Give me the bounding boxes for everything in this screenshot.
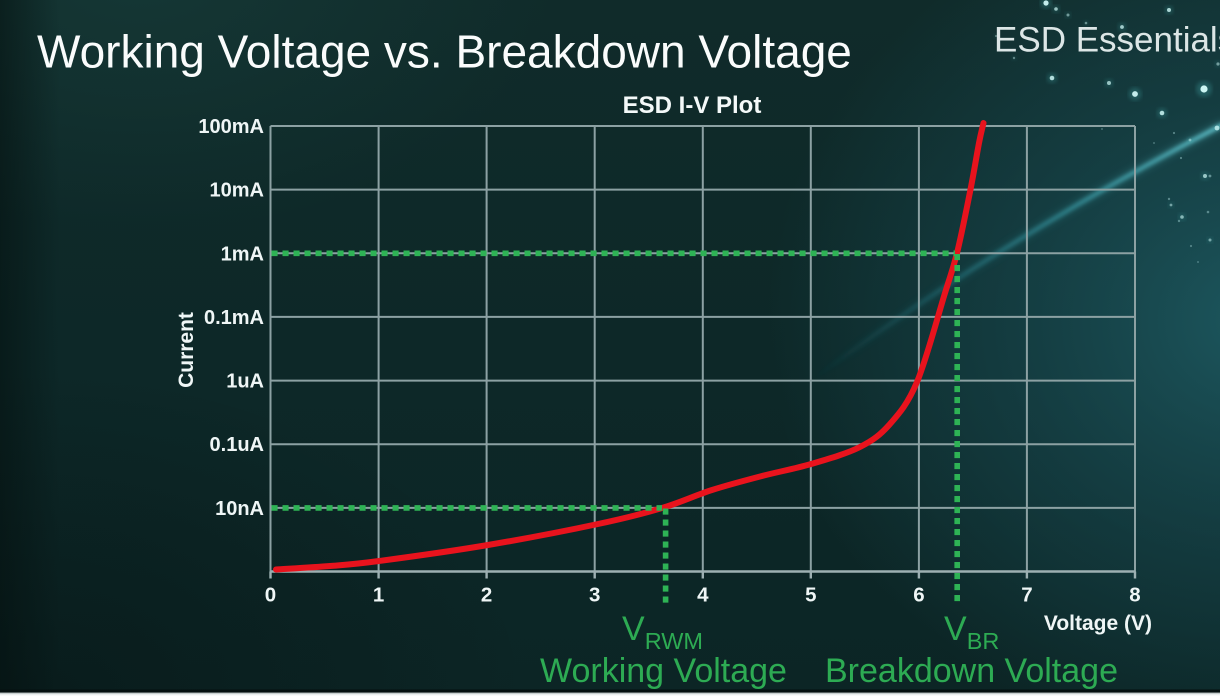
svg-text:6: 6: [913, 584, 924, 607]
svg-text:0.1mA: 0.1mA: [204, 307, 264, 329]
svg-text:Breakdown Voltage: Breakdown Voltage: [825, 652, 1118, 690]
svg-text:8: 8: [1129, 584, 1140, 607]
svg-text:10mA: 10mA: [210, 180, 264, 202]
svg-text:0.1uA: 0.1uA: [210, 434, 264, 456]
svg-text:3: 3: [589, 584, 600, 607]
svg-text:0: 0: [265, 584, 276, 607]
svg-text:Voltage (V): Voltage (V): [1044, 612, 1152, 635]
svg-text:1uA: 1uA: [226, 371, 264, 393]
svg-text:ESD Essentials: ESD Essentials: [994, 21, 1220, 60]
svg-text:4: 4: [697, 584, 709, 607]
svg-text:1mA: 1mA: [221, 243, 264, 265]
svg-text:Working Voltage: Working Voltage: [540, 652, 787, 690]
svg-text:Current: Current: [175, 312, 198, 388]
svg-text:1: 1: [373, 584, 384, 607]
svg-text:100mA: 100mA: [198, 116, 264, 138]
svg-text:10nA: 10nA: [215, 498, 264, 520]
svg-text:5: 5: [805, 584, 816, 607]
svg-text:2: 2: [481, 584, 492, 607]
svg-text:ESD I-V Plot: ESD I-V Plot: [623, 92, 762, 119]
svg-text:7: 7: [1021, 584, 1032, 607]
svg-text:Working Voltage vs. Breakdown: Working Voltage vs. Breakdown Voltage: [37, 26, 852, 78]
